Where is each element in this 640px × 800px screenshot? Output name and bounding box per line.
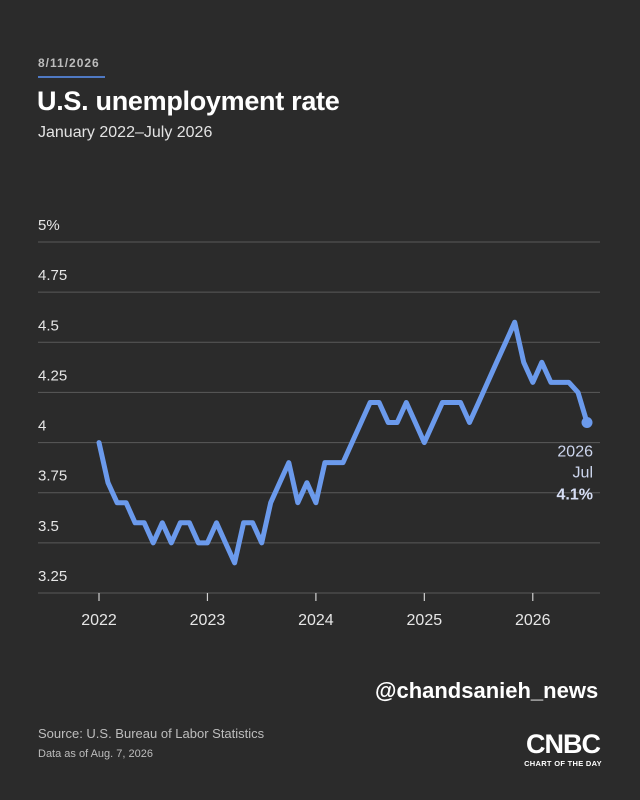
unemployment-series-line xyxy=(96,319,590,566)
y-axis-labels: 5% 4.75 4.5 4.25 4 3.75 3.5 3.25 xyxy=(38,217,67,585)
chart-date: 8/11/2026 xyxy=(38,56,100,70)
annotation-month: Jul xyxy=(573,465,593,482)
x-tick-label: 2023 xyxy=(190,612,226,629)
y-tick-label: 4.75 xyxy=(38,267,67,284)
annotation-value: 4.1% xyxy=(557,487,593,504)
x-axis: 2022 2023 2024 2025 2026 xyxy=(81,593,551,629)
x-tick-label: 2022 xyxy=(81,612,117,629)
watermark-handle: @chandsanieh_news xyxy=(375,678,599,703)
chart-subtitle: January 2022–July 2026 xyxy=(38,124,213,141)
date-underline xyxy=(38,76,105,78)
y-tick-label: 3.75 xyxy=(38,468,67,485)
annotation-year: 2026 xyxy=(557,444,593,461)
cnbc-logo: CNBC CHART OF THE DAY xyxy=(524,730,602,768)
y-tick-label: 3.25 xyxy=(38,568,67,585)
y-tick-label: 4.5 xyxy=(38,317,59,334)
y-tick-label: 4 xyxy=(38,418,46,435)
cnbc-logo-tagline: CHART OF THE DAY xyxy=(524,759,602,768)
cnbc-logo-wordmark: CNBC xyxy=(526,729,601,759)
x-tick-label: 2025 xyxy=(407,612,443,629)
latest-point-marker xyxy=(581,417,593,429)
y-tick-label: 4.25 xyxy=(38,367,67,384)
chart-title: U.S. unemployment rate xyxy=(37,86,340,116)
latest-value-annotation: 2026 Jul 4.1% xyxy=(557,444,594,504)
chart-series xyxy=(96,319,593,566)
source-note: Source: U.S. Bureau of Labor Statistics xyxy=(38,726,265,741)
data-as-of-note: Data as of Aug. 7, 2026 xyxy=(38,748,153,760)
y-tick-label: 5% xyxy=(38,217,60,234)
y-tick-label: 3.5 xyxy=(38,518,59,535)
x-tick-label: 2026 xyxy=(515,612,551,629)
chart-gridlines xyxy=(38,241,600,594)
x-tick-label: 2024 xyxy=(298,612,334,629)
